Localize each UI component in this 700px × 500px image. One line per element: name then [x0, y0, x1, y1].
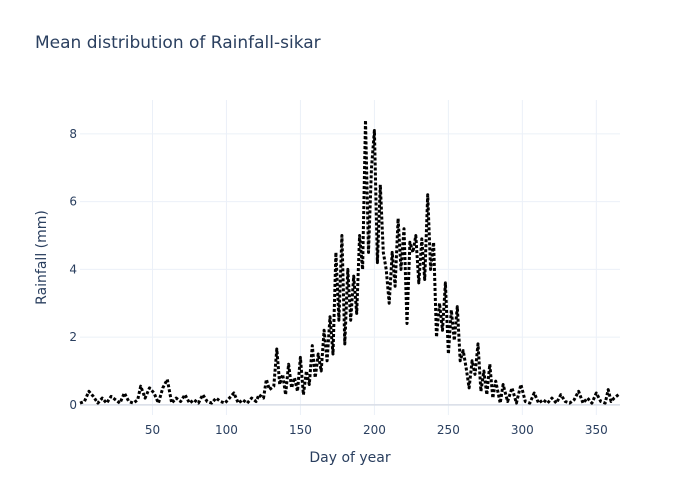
- x-tick-label: 150: [289, 423, 312, 437]
- y-tick-label: 8: [69, 127, 77, 141]
- y-tick-labels: 0 2 4 6 8: [69, 127, 77, 412]
- x-tick-label: 200: [363, 423, 386, 437]
- chart-title: Mean distribution of Rainfall-sikar: [35, 33, 321, 53]
- x-tick-label: 350: [585, 423, 608, 437]
- x-tick-labels: 50 100 150 200 250 300 350: [145, 423, 608, 437]
- grid-lines: [80, 100, 620, 415]
- y-tick-label: 4: [69, 262, 77, 276]
- x-tick-label: 100: [215, 423, 238, 437]
- y-tick-label: 0: [69, 398, 77, 412]
- x-tick-label: 300: [511, 423, 534, 437]
- y-tick-label: 6: [69, 195, 77, 209]
- y-axis-title: Rainfall (mm): [34, 210, 50, 305]
- series-line-0: [79, 118, 620, 405]
- x-axis-title: Day of year: [309, 450, 391, 466]
- y-tick-label: 2: [69, 330, 77, 344]
- x-tick-label: 250: [437, 423, 460, 437]
- series-lines: [79, 118, 620, 405]
- x-tick-label: 50: [145, 423, 160, 437]
